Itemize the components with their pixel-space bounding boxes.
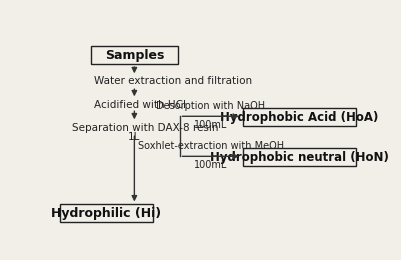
Text: Hydrophobic neutral (HoN): Hydrophobic neutral (HoN) [210, 151, 388, 164]
Text: Desorption with NaOH: Desorption with NaOH [156, 101, 265, 111]
Text: Soxhlet-extraction with MeOH: Soxhlet-extraction with MeOH [137, 141, 283, 151]
Text: Water extraction and filtration: Water extraction and filtration [94, 76, 251, 86]
FancyBboxPatch shape [243, 108, 355, 126]
Text: Hydrophilic (Hi): Hydrophilic (Hi) [51, 207, 161, 220]
Text: Samples: Samples [104, 49, 164, 62]
Text: Hydrophobic Acid (HoA): Hydrophobic Acid (HoA) [220, 111, 378, 124]
Text: 100mL: 100mL [194, 120, 227, 130]
FancyBboxPatch shape [243, 148, 355, 166]
FancyBboxPatch shape [59, 204, 153, 222]
Text: Acidified with HCl: Acidified with HCl [94, 100, 185, 110]
Text: 1L: 1L [128, 132, 140, 142]
Text: Separation with DAX-8 resin: Separation with DAX-8 resin [72, 123, 218, 133]
Text: 100mL: 100mL [194, 160, 227, 170]
FancyBboxPatch shape [91, 46, 178, 64]
